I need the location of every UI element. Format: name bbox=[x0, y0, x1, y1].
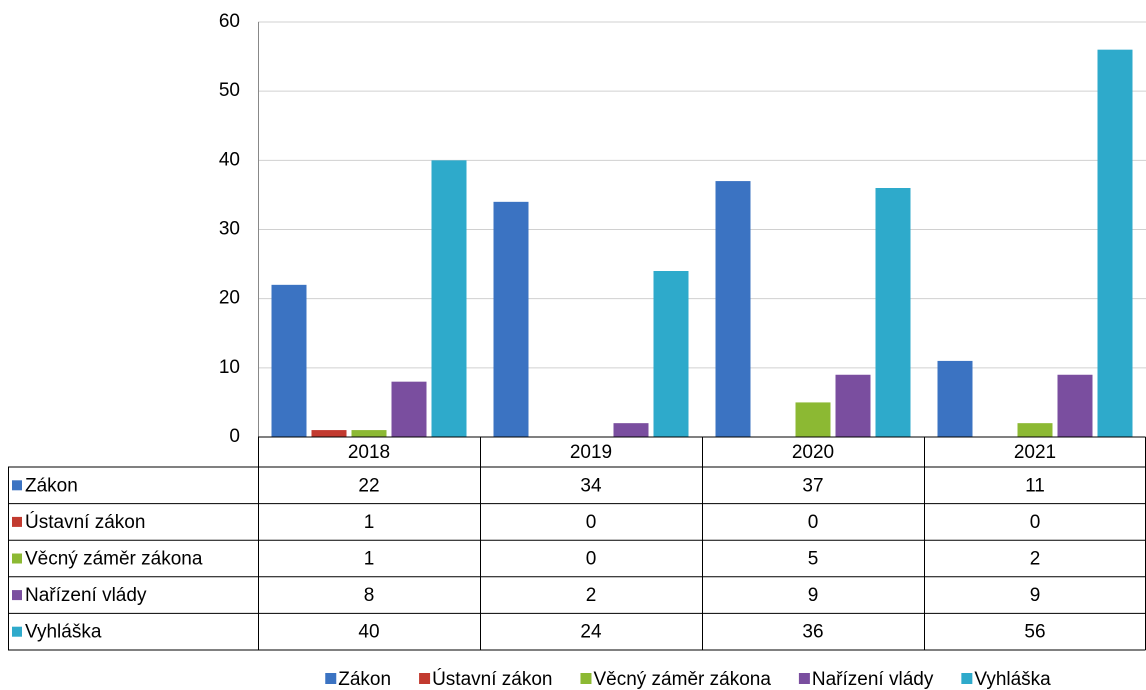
legend: Zákon Ústavní zákon Věcný záměr zákona Naří… bbox=[325, 668, 1051, 690]
table-row-label: Vyhláška bbox=[25, 622, 102, 643]
table-cell: 1 bbox=[364, 549, 375, 570]
table-cell: 24 bbox=[580, 622, 602, 643]
table-cell: 9 bbox=[1030, 585, 1041, 606]
legend-key bbox=[798, 673, 810, 684]
table-cell: 1 bbox=[364, 512, 375, 533]
bar bbox=[493, 201, 529, 437]
legend-key bbox=[580, 673, 592, 684]
bar bbox=[715, 181, 751, 437]
bar bbox=[875, 188, 911, 437]
table-cell: 34 bbox=[580, 475, 602, 496]
y-tick-label: 40 bbox=[219, 149, 240, 170]
y-tick-label: 20 bbox=[219, 288, 240, 309]
bar bbox=[1097, 49, 1133, 438]
bar bbox=[795, 402, 831, 437]
table-cell: 2 bbox=[586, 585, 597, 606]
table-cell: 5 bbox=[808, 549, 819, 570]
y-tick-label: 30 bbox=[219, 219, 240, 240]
legend-label: Ústavní zákon bbox=[432, 668, 552, 690]
bar bbox=[311, 430, 347, 437]
legend-key bbox=[419, 673, 431, 684]
table-cell: 36 bbox=[802, 622, 823, 643]
bar bbox=[351, 430, 387, 437]
x-tick-label: 2021 bbox=[1014, 442, 1056, 463]
table-legend-key bbox=[12, 480, 22, 491]
table-legend-key bbox=[12, 553, 22, 564]
bar bbox=[653, 271, 689, 437]
table-cell: 9 bbox=[808, 585, 819, 606]
table-legend-key bbox=[12, 626, 22, 637]
x-tick-label: 2020 bbox=[792, 442, 834, 463]
table-cell: 40 bbox=[358, 622, 379, 643]
table-row-label: Ústavní zákon bbox=[25, 511, 145, 533]
legend-key bbox=[325, 673, 337, 684]
legend-label: Nařízení vlády bbox=[812, 669, 934, 690]
bar bbox=[613, 423, 649, 437]
legend-key bbox=[961, 673, 973, 684]
table-row-label: Nařízení vlády bbox=[25, 585, 147, 606]
table-row-label: Věcný záměr zákona bbox=[25, 549, 203, 570]
table-cell: 56 bbox=[1024, 622, 1045, 643]
x-tick-label: 2019 bbox=[570, 442, 612, 463]
bar bbox=[431, 160, 467, 438]
table-cell: 8 bbox=[364, 585, 375, 606]
table-cell: 22 bbox=[358, 475, 379, 496]
bar bbox=[835, 374, 871, 437]
table-cell: 2 bbox=[1030, 549, 1041, 570]
bar bbox=[1017, 423, 1053, 437]
bar bbox=[937, 360, 973, 437]
table-cell: 0 bbox=[1030, 512, 1041, 533]
y-tick-label: 10 bbox=[219, 357, 240, 378]
legend-label: Vyhláška bbox=[974, 669, 1051, 690]
y-tick-label: 0 bbox=[229, 426, 240, 447]
table-row-label: Zákon bbox=[25, 475, 78, 496]
table-cell: 0 bbox=[586, 549, 597, 570]
bar bbox=[391, 381, 427, 437]
bar bbox=[271, 284, 307, 437]
x-tick-label: 2018 bbox=[348, 442, 390, 463]
legend-label: Zákon bbox=[338, 669, 391, 690]
y-tick-label: 50 bbox=[219, 80, 240, 101]
legend-label: Věcný záměr zákona bbox=[593, 669, 771, 690]
table-cell: 11 bbox=[1025, 475, 1045, 496]
bar bbox=[1057, 374, 1093, 437]
table-legend-key bbox=[12, 516, 22, 527]
y-tick-label: 60 bbox=[219, 11, 240, 32]
table-legend-key bbox=[12, 590, 22, 601]
table-cell: 0 bbox=[808, 512, 819, 533]
table-cell: 37 bbox=[802, 475, 823, 496]
table-cell: 0 bbox=[586, 512, 597, 533]
